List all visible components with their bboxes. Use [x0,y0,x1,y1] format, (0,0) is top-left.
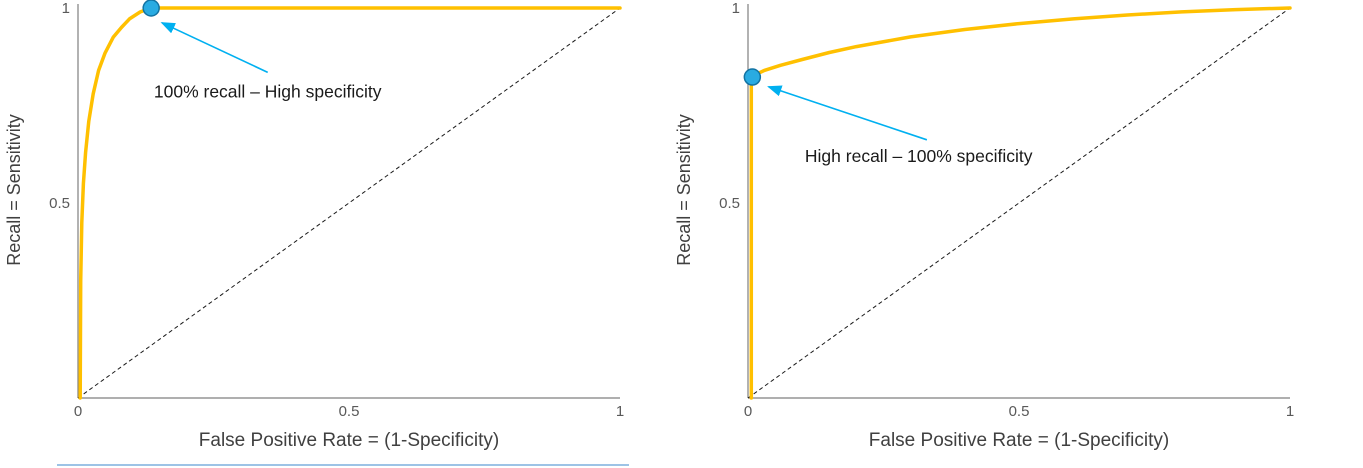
y-tick-label: 0.5 [719,195,740,212]
x-tick-label: 1 [1286,403,1294,420]
x-axis-title: False Positive Rate = (1-Specificity) [199,430,499,451]
roc-chart-1: 0 0.5 1 0.5 1 False Positive Rate = (1-Specif… [4,0,624,451]
annotation-text: High recall – 100% specificity [805,146,1033,166]
y-tick-label: 0.5 [49,195,70,212]
x-tick-label: 1 [616,403,624,420]
y-axis-title: Recall = Sensitivity [674,114,694,266]
decorative-bottom-line [57,464,629,466]
x-tick-label: 0.5 [339,403,360,420]
annotation-arrow [160,22,269,74]
chance-diagonal-line [747,7,1291,399]
x-axis-title: False Positive Rate = (1-Specificity) [869,430,1169,451]
annotation-arrow [767,85,928,141]
threshold-marker-point [743,68,762,86]
y-tick-label: 1 [732,0,740,17]
x-tick-label: 0 [744,403,752,420]
x-tick-label: 0 [74,403,82,420]
threshold-marker-point [142,0,160,17]
y-tick-label: 1 [62,0,70,17]
y-axis-title: Recall = Sensitivity [4,114,24,266]
x-tick-label: 0.5 [1009,403,1030,420]
annotation-text: 100% recall – High specificity [154,82,382,102]
chance-diagonal-line [77,7,621,399]
roc-chart-2: 0 0.5 1 0.5 1 False Positive Rate = (1-Specif… [674,0,1294,451]
roc-curve [78,6,622,400]
